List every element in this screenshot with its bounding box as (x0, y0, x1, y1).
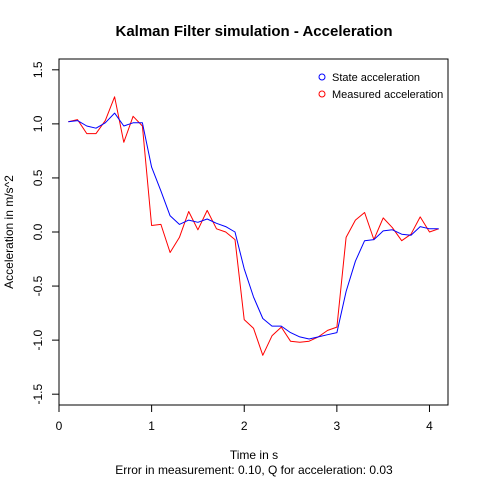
x-axis-title: Time in s (230, 448, 278, 462)
x-tick-label: 1 (148, 419, 155, 433)
chart-subtitle: Error in measurement: 0.10, Q for accele… (115, 463, 393, 477)
legend-marker-state-acceleration (318, 73, 326, 81)
chart-title: Kalman Filter simulation - Acceleration (115, 23, 392, 40)
x-tick-label: 2 (241, 419, 248, 433)
legend-label-state-acceleration: State acceleration (332, 72, 420, 84)
series-layer (68, 96, 439, 356)
legend-marker-measured-acceleration (318, 90, 326, 98)
y-axis: -1.5 -1.0 -0.5 0.0 0.5 1.0 1.5 (31, 61, 60, 405)
x-tick-label: 3 (334, 419, 341, 433)
y-axis-title: Acceleration in m/s^2 (2, 175, 16, 289)
y-tick-label: 1.0 (31, 115, 45, 132)
y-tick-label: -0.5 (31, 275, 45, 296)
y-tick-label: 0.5 (31, 169, 45, 186)
series-line-state-acceleration (68, 112, 439, 340)
legend-label-measured-acceleration: Measured acceleration (332, 89, 443, 101)
y-tick-label: -1.0 (31, 329, 45, 350)
series-line-measured-acceleration (68, 96, 439, 356)
x-tick-label: 0 (56, 419, 63, 433)
y-tick-label: -1.5 (31, 384, 45, 405)
x-tick-label: 4 (426, 419, 433, 433)
x-axis: 0 1 2 3 4 (56, 404, 433, 433)
legend: State acceleration Measured acceleration (318, 72, 443, 101)
y-tick-label: 0.0 (31, 223, 45, 240)
y-tick-label: 1.5 (31, 61, 45, 78)
